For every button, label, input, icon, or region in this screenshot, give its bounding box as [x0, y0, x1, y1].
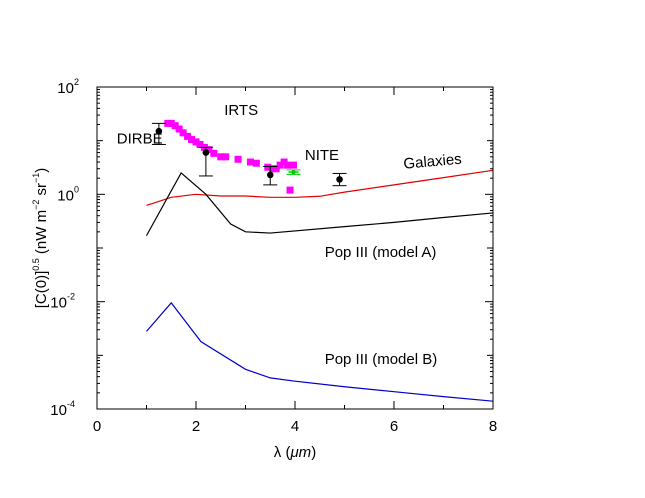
irts-point	[167, 119, 175, 127]
y-axis-label: [C(0)]0.5 (nW m−2 sr−1)	[31, 168, 50, 309]
irts-point	[246, 158, 254, 166]
irts-point	[252, 159, 260, 167]
irts-point	[264, 163, 272, 171]
x-tick-label: 0	[93, 418, 101, 435]
irts-point	[234, 155, 242, 163]
series-layer	[145, 169, 494, 402]
y-label-part2: (nW m	[33, 210, 50, 258]
y-tick-base: 10	[57, 80, 74, 97]
x-axis-label: λ (μm)	[274, 444, 316, 461]
errorbar-point	[202, 149, 210, 156]
y-tick-base: 10	[50, 295, 67, 312]
x-tick-label: 4	[291, 418, 299, 435]
irts-point	[284, 161, 292, 169]
x-label-lambda: λ (	[274, 444, 291, 461]
errorbar-point	[291, 170, 296, 175]
errorbar-point	[336, 176, 343, 183]
y-tick-label: 10-2	[50, 292, 75, 312]
y-label-part4: )	[33, 168, 50, 173]
irts-point	[286, 186, 294, 194]
annotation-label: NITE	[305, 147, 339, 164]
y-label-exp2: −2	[31, 200, 41, 210]
irts-point	[276, 161, 284, 169]
irts-point	[179, 129, 187, 137]
y-tick-base: 10	[50, 402, 67, 419]
label-layer: DIRBE IRTS NITE Galaxies Pop III (model A) Po…	[117, 102, 463, 368]
annotation-label: DIRBE	[117, 131, 163, 148]
annotation-label: Pop III (model B)	[325, 351, 438, 368]
irts-point	[272, 165, 280, 173]
errorbar-point	[155, 127, 163, 135]
irts-point	[290, 161, 298, 169]
x-tick-label: 8	[489, 418, 497, 435]
annotation-label: Galaxies	[403, 151, 463, 173]
y-label-part3: sr	[33, 183, 50, 200]
annotation-label: Pop III (model A)	[325, 244, 437, 261]
x-tick-label: 6	[390, 418, 398, 435]
series-line	[146, 301, 494, 402]
irts-point	[196, 140, 204, 148]
irts-point	[175, 125, 183, 133]
y-tick-label: 102	[57, 77, 79, 97]
irts-point	[217, 153, 225, 161]
irts-point	[184, 132, 192, 140]
irts-point	[188, 136, 196, 144]
series-line	[146, 169, 494, 207]
y-tick-label: 10-4	[50, 399, 75, 419]
x-label-unit: μm	[289, 444, 311, 461]
y-label-exp3: −1	[31, 173, 41, 183]
irts-point	[205, 146, 213, 154]
y-label-part1: [C(0)]	[33, 271, 50, 309]
irts-point	[222, 153, 230, 161]
y-tick-exponent: -4	[67, 399, 75, 409]
irts-point	[210, 149, 218, 157]
y-tick-exponent: 2	[74, 77, 79, 87]
y-tick-exponent: -2	[67, 292, 75, 302]
y-tick-base: 10	[57, 187, 74, 204]
y-tick-exponent: 0	[74, 184, 79, 194]
x-tick-label: 2	[192, 418, 200, 435]
irts-point	[171, 122, 179, 130]
y-tick-label: 100	[57, 184, 79, 204]
errorbar-point	[266, 171, 274, 179]
irts-point	[192, 138, 200, 146]
series-line	[145, 172, 494, 236]
marker-layer	[151, 119, 347, 194]
x-label-close: )	[311, 444, 316, 461]
y-label-exp1: 0.5	[31, 258, 41, 271]
annotation-label: IRTS	[224, 102, 258, 119]
